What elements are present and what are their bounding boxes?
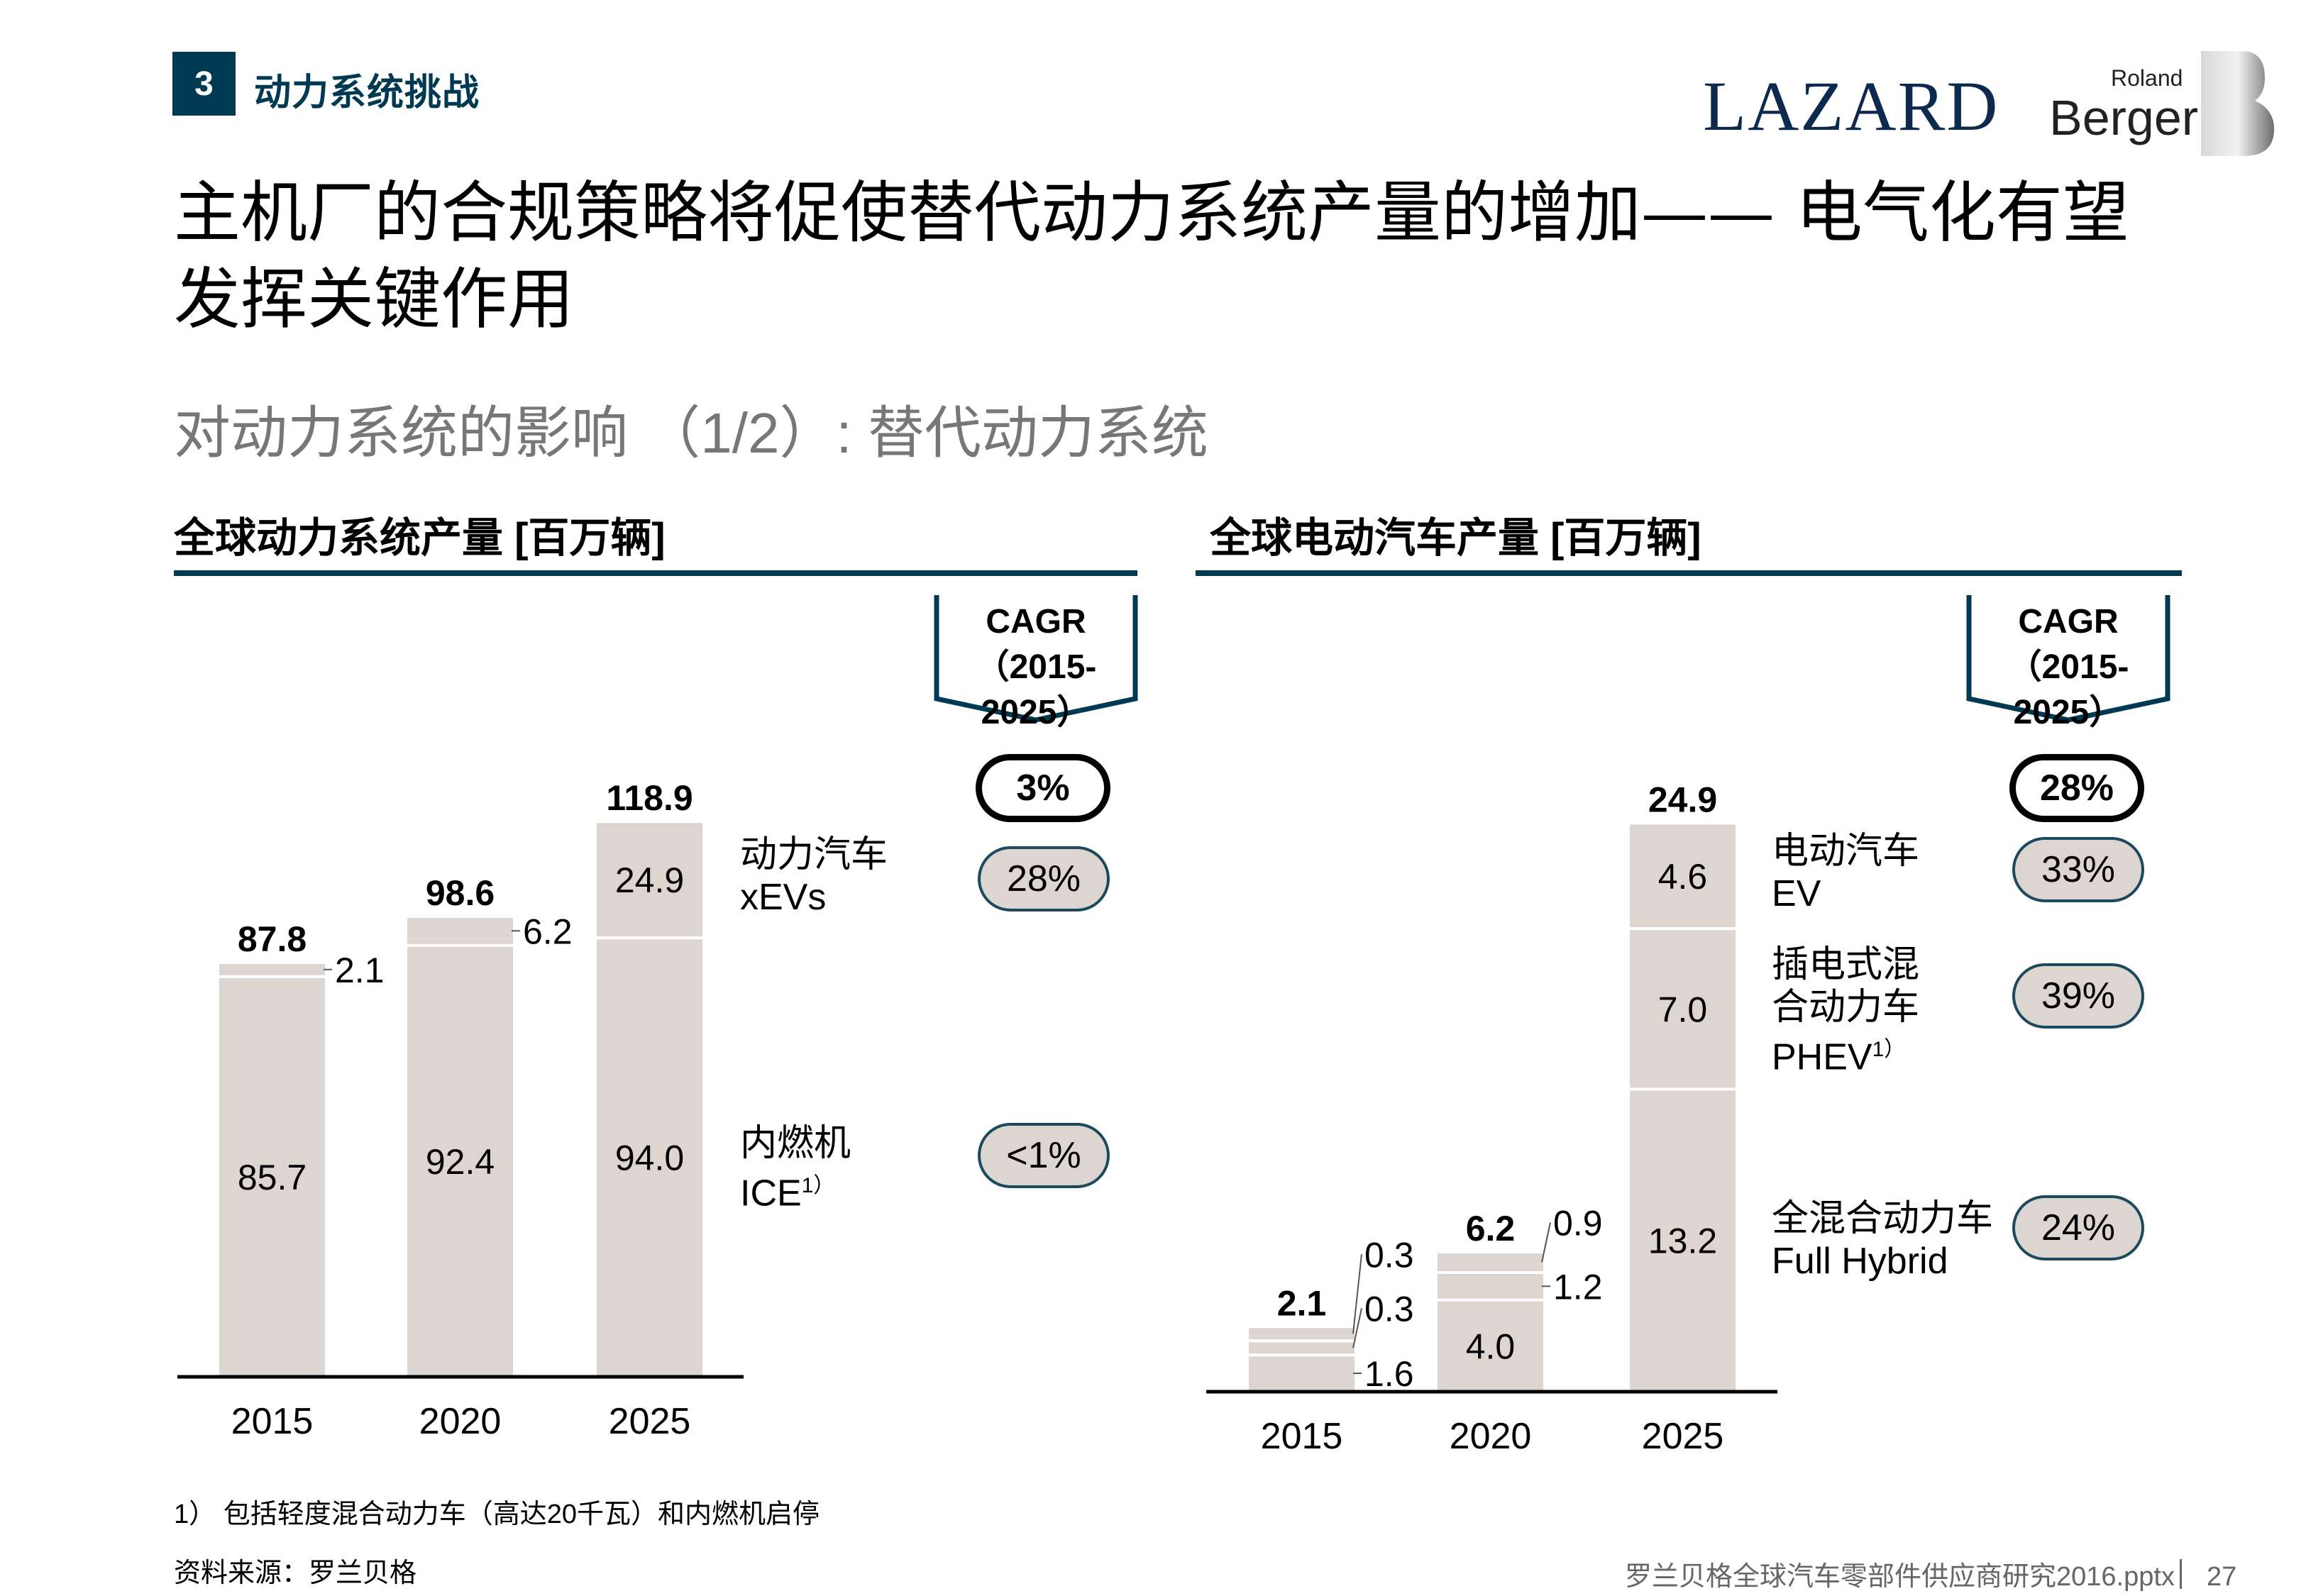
right-legend-phev-cn: 插电式混合动力车 [1772, 943, 1920, 1029]
roland-berger-logo-roland: Roland [2111, 65, 2183, 91]
bar-total-label-0-2015: 87.8 [238, 919, 307, 959]
footnote: 1） 包括轻度混合动力车（高达20千瓦）和内燃机启停 [174, 1500, 820, 1529]
right-legend-phev-footnote: 1） [1872, 1038, 1906, 1061]
left-chart-title: 全球动力系统产量 [百万辆] [174, 515, 666, 561]
bar-total-label-0-2020: 98.6 [426, 873, 495, 913]
left-chart-divider [174, 570, 1137, 576]
footer-separator [2180, 1559, 2182, 1589]
right-legend-ev: 电动汽车 EV [1772, 830, 1919, 915]
bar-value-label-1-2025-2: 4.6 [1658, 857, 1708, 897]
left-legend-xev-cn: 动力汽车 [740, 833, 888, 876]
bar-segment-0-2020-0 [404, 943, 516, 1378]
source-note: 资料来源：罗兰贝格 [174, 1558, 417, 1588]
right-legend-ev-cn: 电动汽车 [1772, 830, 1920, 872]
bar-segment-1-2015-1 [1246, 1339, 1357, 1357]
right-legend-ev-en: EV [1772, 873, 1821, 914]
left-xev-cagr-pill: 28% [978, 846, 1110, 911]
left-total-cagr-pill: 3% [976, 754, 1110, 822]
right-total-cagr-pill: 28% [2009, 754, 2144, 822]
bar-total-label-0-2025: 118.9 [606, 778, 693, 818]
right-cagr-label: CAGR [2018, 603, 2119, 641]
page-subtitle: 对动力系统的影响 （1/2）: 替代动力系统 [174, 401, 1208, 465]
right-legend-phev: 插电式混合动力车 PHEV1） [1772, 943, 1935, 1078]
roland-berger-logo-berger: Berger [2049, 90, 2199, 145]
right-fullhybrid-cagr-pill: 24% [2012, 1195, 2144, 1260]
right-legend-fullhybrid: 全混合动力车 Full Hybrid [1772, 1197, 1993, 1282]
left-legend-ice-footnote: 1） [801, 1174, 835, 1197]
bar-segment-1-2015-0 [1246, 1353, 1357, 1393]
bar-value-label-1-2015-0: 1.6 [1364, 1354, 1414, 1394]
bar-segment-1-2015-2 [1246, 1325, 1357, 1343]
right-legend-fullhybrid-en: Full Hybrid [1772, 1241, 1948, 1282]
lazard-logo: LAZARD [1703, 67, 1999, 145]
bar-segment-0-2025-0 [594, 936, 705, 1378]
bar-value-label-1-2025-1: 7.0 [1658, 990, 1708, 1029]
right-legend-phev-en: PHEV [1772, 1036, 1872, 1078]
x-tick-label-0-2015: 2015 [231, 1401, 314, 1442]
bar-total-label-1-2020: 6.2 [1466, 1209, 1516, 1248]
right-legend-fullhybrid-cn: 全混合动力车 [1772, 1197, 1994, 1240]
x-tick-label-0-2025: 2025 [609, 1401, 691, 1442]
page-number: 27 [2207, 1562, 2237, 1592]
section-number-badge: 3 [172, 52, 236, 116]
bar-value-leader-1-2015-1 [1352, 1308, 1362, 1348]
bar-segment-1-2020-2 [1435, 1250, 1546, 1274]
bar-segment-0-2020-1 [404, 914, 516, 947]
bar-value-label-0-2015-1: 2.1 [335, 951, 385, 990]
x-tick-label-1-2020: 2020 [1450, 1416, 1532, 1457]
left-cagr-period: （2015-2025） [975, 648, 1097, 731]
bar-segment-1-2025-1 [1627, 927, 1738, 1091]
bar-segment-1-2025-2 [1627, 821, 1738, 931]
left-legend-xev-en: xEVs [740, 877, 827, 918]
bar-value-label-0-2020-0: 92.4 [426, 1142, 495, 1182]
page-title-line1: 主机厂的合规策略将促使替代动力系统产量的增加—— 电气化有望 [174, 174, 2129, 252]
bar-value-label-0-2025-0: 94.0 [615, 1138, 684, 1178]
page-title: 主机厂的合规策略将促使替代动力系统产量的增加—— 电气化有望 发挥关键作用 [174, 170, 2231, 343]
left-legend-ice-en: ICE [740, 1173, 802, 1214]
bar-segment-0-2025-1 [594, 820, 705, 940]
right-phev-cagr-pill: 39% [2012, 963, 2144, 1029]
right-chart-divider [1196, 570, 2182, 576]
footer-filename: 罗兰贝格全球汽车零部件供应商研究2016.pptx [1625, 1562, 2175, 1592]
bar-segment-1-2020-1 [1435, 1270, 1546, 1302]
bar-value-leader-1-2020-2 [1541, 1222, 1551, 1263]
right-cagr-period: （2015-2025） [2007, 648, 2129, 731]
right-chart-title: 全球电动汽车产量 [百万辆] [1210, 515, 1701, 561]
bar-segment-0-2015-1 [216, 960, 328, 978]
roland-berger-b-icon [2201, 51, 2274, 156]
bar-value-label-1-2020-0: 4.0 [1466, 1326, 1516, 1366]
bar-value-label-0-2025-1: 24.9 [615, 860, 684, 900]
x-tick-label-1-2015: 2015 [1261, 1416, 1343, 1457]
bar-total-label-1-2025: 24.9 [1648, 780, 1717, 819]
right-cagr-arrow-icon [1966, 595, 2170, 723]
left-cagr-arrow-icon [934, 595, 1138, 723]
left-ice-cagr-pill: <1% [978, 1123, 1110, 1188]
right-cagr-header: CAGR （2015-2025） [1969, 599, 2168, 736]
bar-value-label-0-2020-1: 6.2 [523, 911, 573, 951]
bar-value-label-1-2020-1: 1.2 [1553, 1267, 1603, 1307]
page-title-line2: 发挥关键作用 [174, 261, 575, 338]
bar-value-label-1-2020-2: 0.9 [1553, 1203, 1603, 1243]
bar-value-label-1-2015-2: 0.3 [1364, 1235, 1414, 1275]
bar-value-label-1-2015-1: 0.3 [1364, 1289, 1414, 1329]
left-cagr-header: CAGR （2015-2025） [937, 599, 1135, 736]
left-cagr-label: CAGR [986, 603, 1086, 641]
x-tick-label-1-2025: 2025 [1642, 1416, 1724, 1457]
left-legend-xev: 动力汽车 xEVs [740, 833, 888, 919]
left-legend-ice: 内燃机 ICE1） [740, 1122, 851, 1214]
left-legend-ice-cn: 内燃机 [740, 1122, 851, 1165]
bar-value-label-0-2015-0: 85.7 [238, 1158, 307, 1197]
bar-value-leader-1-2015-2 [1352, 1254, 1362, 1334]
bar-total-label-1-2015: 2.1 [1277, 1283, 1327, 1323]
bar-value-label-1-2025-0: 13.2 [1648, 1221, 1717, 1261]
x-tick-label-0-2020: 2020 [419, 1401, 502, 1442]
section-title: 动力系统挑战 [254, 72, 480, 113]
right-ev-cagr-pill: 33% [2012, 837, 2144, 902]
